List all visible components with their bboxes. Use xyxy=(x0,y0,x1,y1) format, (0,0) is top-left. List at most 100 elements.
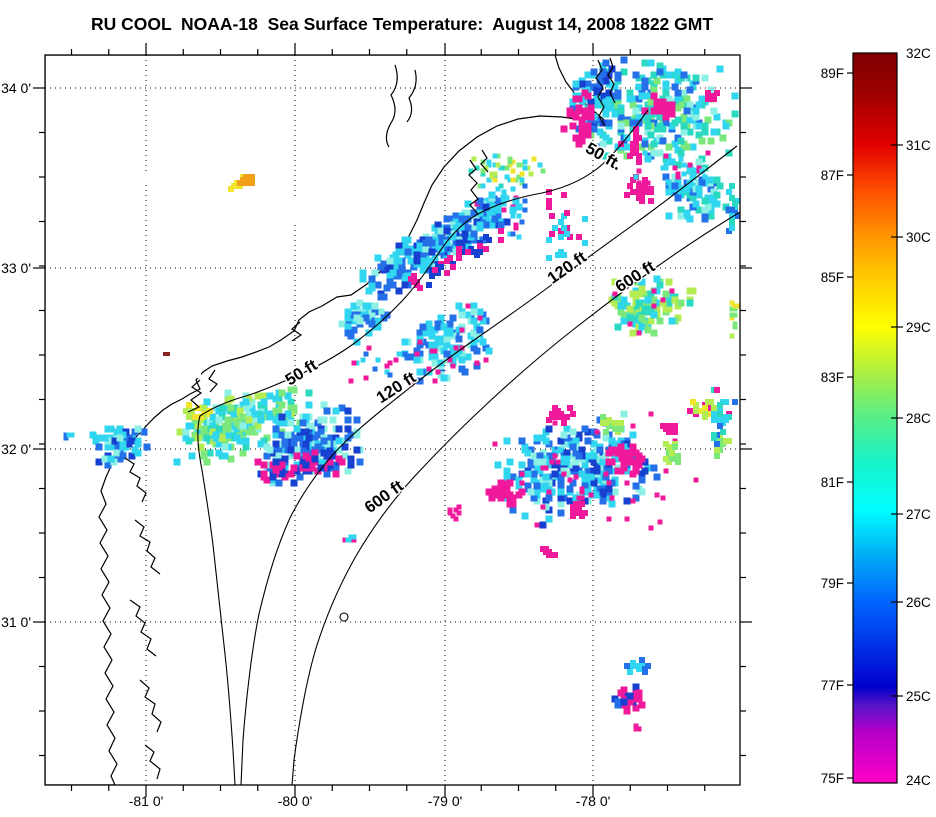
sst-pixel xyxy=(705,150,711,156)
sst-pixel xyxy=(701,215,709,223)
sst-pixel xyxy=(239,422,247,430)
sst-pixel xyxy=(533,488,541,496)
sst-pixel xyxy=(566,107,574,115)
sst-pixel xyxy=(134,440,142,448)
sst-pixel xyxy=(215,416,223,424)
sst-pixel xyxy=(104,443,112,451)
sst-pixel xyxy=(204,153,210,159)
sst-pixel xyxy=(107,455,115,463)
sst-pixel xyxy=(663,456,669,462)
sst-pixel xyxy=(690,399,696,405)
colorbar-f-label: 75F xyxy=(821,771,844,786)
sst-pixel xyxy=(201,156,207,162)
sst-pixel xyxy=(516,162,522,168)
sst-pixel xyxy=(249,180,255,186)
sst-pixel xyxy=(230,410,238,418)
sst-pixel xyxy=(530,452,538,460)
sst-pixel xyxy=(606,516,612,522)
sst-pixel xyxy=(275,212,283,220)
sst-pixel xyxy=(636,168,642,174)
sst-pixel xyxy=(590,479,598,487)
sst-pixel xyxy=(644,116,652,124)
sst-pixel xyxy=(464,353,472,361)
sst-pixel xyxy=(287,404,295,412)
sst-pixel xyxy=(555,459,561,465)
sst-pixel xyxy=(636,330,642,336)
sst-pixel xyxy=(590,68,598,76)
colorbar-c-label: 24C xyxy=(906,773,931,788)
sst-pixel xyxy=(599,140,607,148)
sst-pixel xyxy=(456,255,462,261)
sst-pixel xyxy=(695,131,703,139)
sst-pixel xyxy=(665,188,673,196)
sst-pixel xyxy=(546,189,552,195)
sst-pixel xyxy=(275,407,283,415)
sst-pixel xyxy=(302,428,310,436)
sst-pixel xyxy=(590,125,598,133)
sst-pixel xyxy=(266,446,274,454)
sst-pixel xyxy=(239,188,247,196)
sst-pixel xyxy=(656,68,664,76)
sst-pixel xyxy=(533,482,541,490)
sst-pixel xyxy=(540,168,546,174)
sst-pixel xyxy=(384,363,390,369)
sst-pixel xyxy=(627,183,633,189)
sst-pixel xyxy=(329,452,337,460)
sst-pixel xyxy=(614,323,622,331)
colorbar-f-label: 77F xyxy=(821,678,844,693)
sst-pixel xyxy=(552,453,558,459)
sst-pixel xyxy=(599,488,607,496)
sst-pixel xyxy=(701,122,709,130)
sst-pixel xyxy=(447,507,453,513)
sst-pixel xyxy=(66,432,72,438)
sst-pixel xyxy=(702,414,708,420)
sst-pixel xyxy=(522,183,528,189)
sst-pixel xyxy=(320,437,328,445)
sst-pixel xyxy=(500,194,508,202)
sst-pixel xyxy=(575,104,583,112)
sst-pixel xyxy=(89,431,97,439)
sst-pixel xyxy=(254,392,262,400)
sst-pixel xyxy=(732,306,738,312)
sst-pixel xyxy=(729,207,735,213)
sst-pixel xyxy=(408,195,414,201)
sst-pixel xyxy=(510,177,516,183)
sst-pixel xyxy=(204,348,210,354)
sst-pixel xyxy=(666,153,672,159)
sst-pixel xyxy=(497,221,505,229)
sst-pixel xyxy=(428,248,436,256)
sst-pixel xyxy=(599,458,607,466)
sst-pixel xyxy=(557,479,565,487)
sst-pixel xyxy=(278,401,286,409)
sst-pixel xyxy=(425,260,433,268)
sst-pixel xyxy=(492,177,498,183)
sst-pixel xyxy=(272,416,280,424)
sst-pixel xyxy=(653,98,661,106)
sst-pixel xyxy=(714,387,720,393)
sst-pixel xyxy=(584,71,592,79)
sst-pixel xyxy=(374,254,382,262)
colorbar: 89F 87F 85F 83F 81F 79F 77F 75F 32C 31C 30C 29C 28C 2… xyxy=(821,46,931,788)
sst-pixel xyxy=(263,452,271,460)
sst-pixel xyxy=(470,308,478,316)
sst-pixel xyxy=(701,197,709,205)
sst-pixel xyxy=(516,174,522,180)
sst-pixel xyxy=(636,180,642,186)
sst-pixel xyxy=(501,189,507,195)
sst-pixel xyxy=(335,425,343,433)
sst-pixel xyxy=(344,434,352,442)
sst-pixel xyxy=(584,467,592,475)
sst-pixel xyxy=(218,404,226,412)
sst-pixel xyxy=(666,180,672,186)
sst-pixel xyxy=(633,723,639,729)
sst-pixel xyxy=(692,107,700,115)
sst-pixel xyxy=(477,243,483,249)
sst-pixel xyxy=(540,504,546,510)
sst-pixel xyxy=(290,386,298,394)
sst-pixel xyxy=(395,257,403,265)
sst-pixel xyxy=(701,128,709,136)
sst-pixel xyxy=(113,449,121,457)
sst-pixel xyxy=(579,513,585,519)
sst-pixel xyxy=(729,315,735,321)
sst-pixel xyxy=(221,443,229,451)
